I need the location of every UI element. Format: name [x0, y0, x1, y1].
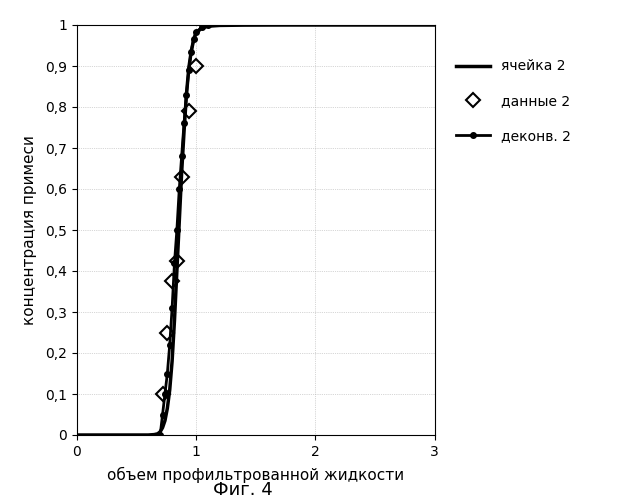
Y-axis label: концентрация примеси: концентрация примеси	[22, 135, 36, 325]
Legend: ячейка 2, данные 2, деконв. 2: ячейка 2, данные 2, деконв. 2	[449, 52, 578, 150]
X-axis label: объем профильтрованной жидкости: объем профильтрованной жидкости	[107, 467, 404, 483]
Text: Фиг. 4: Фиг. 4	[213, 481, 273, 499]
